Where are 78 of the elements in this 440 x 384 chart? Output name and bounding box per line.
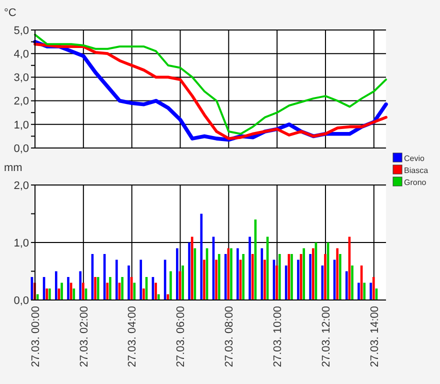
x-tick-label: 27.03. 04:00	[126, 306, 139, 368]
bar	[297, 260, 300, 300]
bar	[284, 266, 288, 300]
bar	[96, 277, 100, 300]
y-tick-label: 0,0	[14, 142, 29, 155]
bar	[370, 282, 372, 300]
bar	[203, 260, 206, 300]
bar	[242, 254, 244, 300]
bar	[106, 282, 109, 300]
bar	[54, 271, 58, 300]
y-axis-title: mm	[4, 162, 22, 174]
bar	[157, 294, 160, 300]
x-tick-label: 27.03. 14:00	[368, 306, 381, 368]
y-tick-label: 1,0	[14, 119, 29, 132]
bar	[128, 266, 130, 300]
x-tick-label: 27.03. 00:00	[30, 306, 42, 368]
bar	[182, 266, 184, 300]
bar	[79, 271, 82, 300]
bar	[290, 254, 293, 300]
bar	[372, 277, 375, 300]
bar	[278, 254, 281, 300]
x-tick-label: 27.03. 12:00	[320, 306, 332, 368]
bar	[215, 260, 218, 300]
y-tick-label: 4,0	[14, 48, 29, 60]
bar	[218, 254, 220, 300]
x-tick-label: 27.03. 10:00	[272, 306, 284, 368]
bar	[309, 254, 312, 300]
bar	[67, 277, 70, 300]
bar	[200, 214, 203, 300]
bar	[48, 288, 51, 300]
bar	[109, 277, 112, 300]
bar	[345, 271, 348, 300]
bar	[94, 277, 96, 300]
bar	[166, 294, 170, 300]
bar	[302, 248, 306, 300]
bar	[339, 254, 342, 300]
bar	[363, 282, 366, 300]
y-tick-label: 3,0	[14, 72, 29, 84]
bar	[264, 260, 266, 300]
y-tick-label: 5,0	[14, 24, 29, 37]
bar	[142, 288, 145, 300]
bar	[324, 254, 326, 300]
bar	[170, 271, 172, 300]
y-axis-title: °C	[4, 6, 16, 19]
bar	[358, 282, 360, 300]
bar	[190, 236, 194, 300]
bar	[251, 254, 254, 300]
x-tick-label: 27.03. 08:00	[224, 306, 236, 368]
bar	[154, 282, 157, 300]
x-tick-label: 27.03. 02:00	[78, 306, 90, 368]
y-tick-label: 0,0	[14, 294, 29, 307]
bar	[72, 288, 76, 300]
x-tick-label: 27.03. 06:00	[175, 306, 188, 368]
bar	[133, 282, 136, 300]
bar	[140, 260, 142, 300]
bar	[121, 277, 124, 300]
legend-label: Biasca	[404, 166, 429, 175]
bar	[276, 266, 278, 300]
bar	[176, 248, 178, 300]
bar	[236, 248, 239, 300]
bar	[227, 248, 230, 300]
bar	[351, 266, 354, 300]
bar	[260, 248, 264, 300]
y-tick-label: 2,0	[14, 180, 29, 192]
bar	[46, 288, 48, 300]
legend-label: Grono	[404, 178, 427, 187]
bar	[336, 248, 338, 300]
bar	[82, 282, 84, 300]
y-tick-label: 1,0	[14, 237, 29, 250]
bar	[321, 266, 324, 300]
bar	[115, 260, 118, 300]
bar	[248, 236, 251, 300]
bar	[230, 248, 232, 300]
y-tick-label: 2,0	[14, 96, 29, 108]
bar	[188, 242, 190, 300]
bar	[312, 248, 314, 300]
legend-label: Cevio	[404, 154, 426, 163]
bar	[60, 282, 63, 300]
